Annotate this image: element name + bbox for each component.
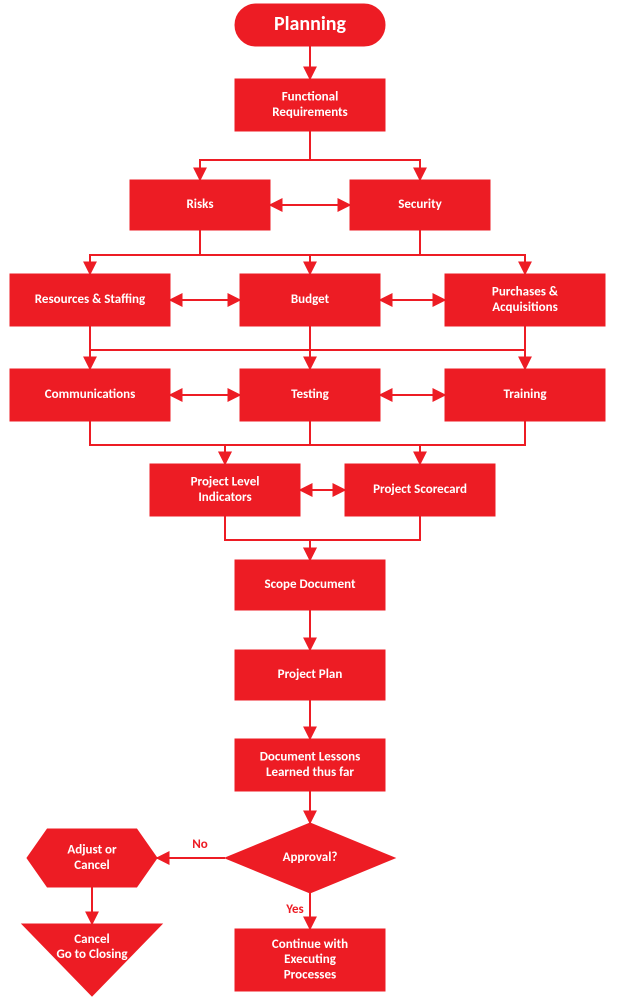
node-func_req: FunctionalRequirements xyxy=(235,79,385,131)
node-cancel_close: CancelGo to Closing xyxy=(22,924,162,996)
node-training: Training xyxy=(445,369,605,421)
svg-text:Document Lessons: Document Lessons xyxy=(260,749,361,764)
node-scorecard: Project Scorecard xyxy=(345,464,495,516)
svg-text:Cancel: Cancel xyxy=(74,858,109,873)
svg-text:Planning: Planning xyxy=(274,12,347,36)
svg-text:Risks: Risks xyxy=(186,197,213,212)
node-purchases: Purchases &Acquisitions xyxy=(445,274,605,326)
flowchart-canvas: No Yes Planning FunctionalRequirements Risk… xyxy=(0,0,617,1001)
svg-text:Approval?: Approval? xyxy=(283,850,338,865)
node-project_plan: Project Plan xyxy=(235,650,385,700)
node-continue: Continue withExecutingProcesses xyxy=(235,929,385,991)
node-adjust: Adjust orCancel xyxy=(27,829,157,887)
node-budget: Budget xyxy=(240,274,380,326)
node-approval: Approval? xyxy=(225,823,395,893)
svg-text:Executing: Executing xyxy=(284,952,337,967)
svg-text:Adjust or: Adjust or xyxy=(67,842,117,857)
svg-text:Cancel: Cancel xyxy=(74,932,109,947)
node-resources: Resources & Staffing xyxy=(10,274,170,326)
svg-text:Scope Document: Scope Document xyxy=(264,577,356,592)
svg-text:Project Plan: Project Plan xyxy=(278,667,343,682)
node-testing: Testing xyxy=(240,369,380,421)
svg-text:Indicators: Indicators xyxy=(198,490,251,505)
node-communications: Communications xyxy=(10,369,170,421)
svg-text:No: No xyxy=(192,837,208,852)
svg-text:Communications: Communications xyxy=(45,387,136,402)
svg-text:Requirements: Requirements xyxy=(272,105,348,120)
svg-text:Testing: Testing xyxy=(291,387,329,402)
svg-text:Project Scorecard: Project Scorecard xyxy=(373,482,467,497)
svg-text:Functional: Functional xyxy=(282,89,339,104)
svg-text:Training: Training xyxy=(503,387,547,402)
svg-text:Acquisitions: Acquisitions xyxy=(492,300,558,315)
svg-text:Resources & Staffing: Resources & Staffing xyxy=(35,292,146,307)
node-scope: Scope Document xyxy=(235,560,385,610)
node-risks: Risks xyxy=(130,180,270,230)
svg-text:Go to Closing: Go to Closing xyxy=(56,947,128,962)
svg-text:Yes: Yes xyxy=(285,902,303,917)
node-pli: Project LevelIndicators xyxy=(150,464,300,516)
svg-text:Security: Security xyxy=(398,197,442,212)
svg-text:Budget: Budget xyxy=(291,292,330,307)
node-lessons: Document LessonsLearned thus far xyxy=(235,739,385,791)
node-security: Security xyxy=(350,180,490,230)
node-planning: Planning xyxy=(235,4,385,46)
svg-text:Project Level: Project Level xyxy=(191,474,260,489)
svg-text:Learned thus far: Learned thus far xyxy=(266,765,354,780)
svg-text:Continue with: Continue with xyxy=(272,937,348,952)
svg-text:Processes: Processes xyxy=(284,967,336,982)
svg-text:Purchases &: Purchases & xyxy=(492,284,559,299)
